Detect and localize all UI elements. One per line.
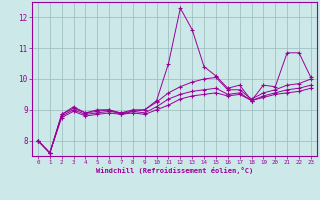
X-axis label: Windchill (Refroidissement éolien,°C): Windchill (Refroidissement éolien,°C): [96, 167, 253, 174]
